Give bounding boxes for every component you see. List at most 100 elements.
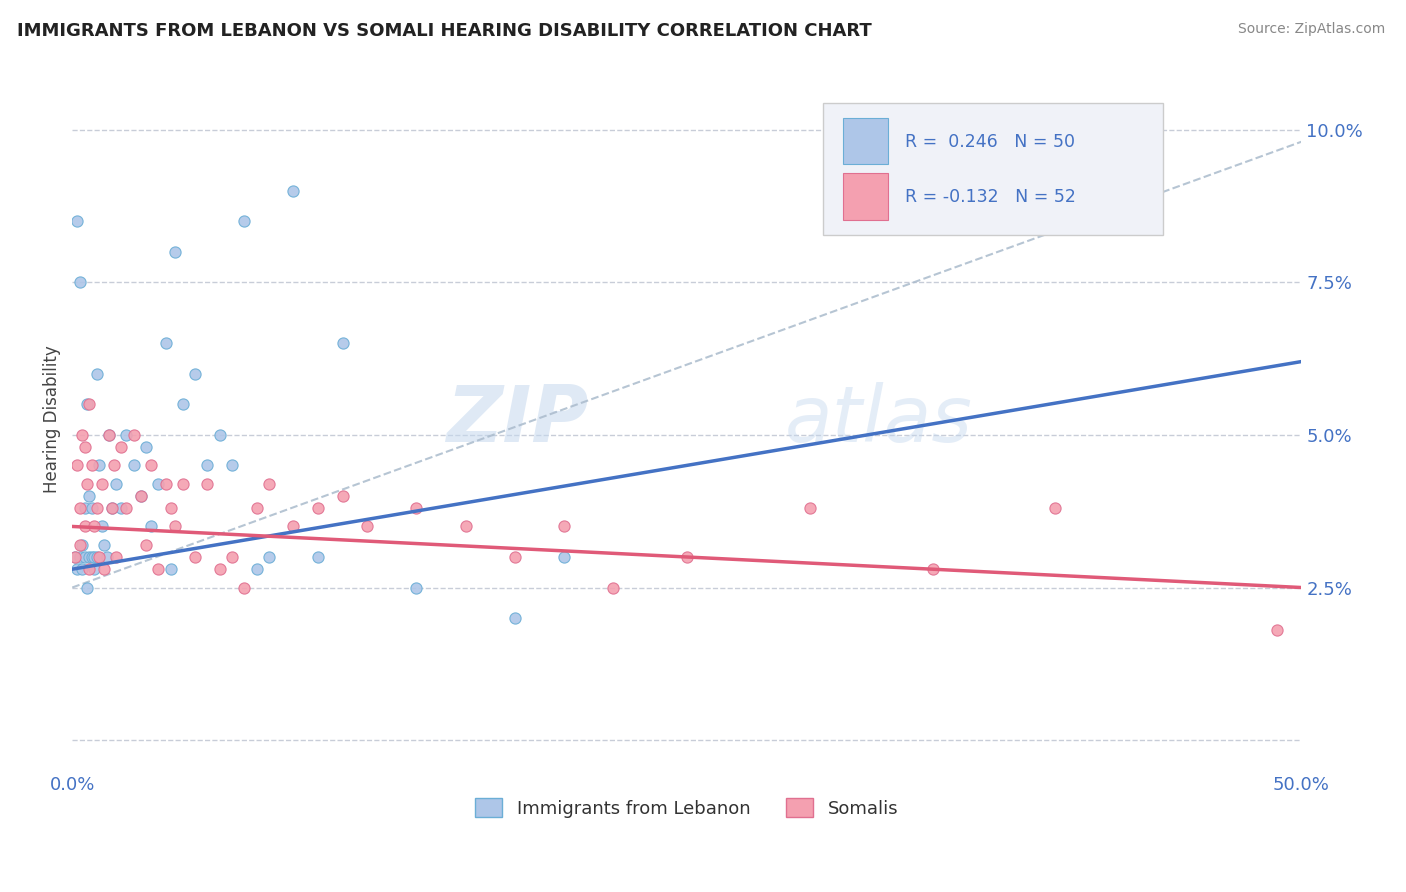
Point xyxy=(184,367,207,381)
Point xyxy=(921,562,943,576)
Point xyxy=(69,538,91,552)
Point xyxy=(76,581,98,595)
Point xyxy=(69,501,91,516)
Point xyxy=(135,440,157,454)
Legend: Immigrants from Lebanon, Somalis: Immigrants from Lebanon, Somalis xyxy=(468,791,905,825)
Point xyxy=(553,519,575,533)
Point xyxy=(129,489,152,503)
Point xyxy=(69,549,91,564)
Point xyxy=(675,549,697,564)
Text: IMMIGRANTS FROM LEBANON VS SOMALI HEARING DISABILITY CORRELATION CHART: IMMIGRANTS FROM LEBANON VS SOMALI HEARIN… xyxy=(17,22,872,40)
Point xyxy=(70,562,93,576)
Point xyxy=(307,501,329,516)
Point xyxy=(66,562,89,576)
Point xyxy=(86,501,108,516)
Point xyxy=(110,501,132,516)
Point xyxy=(1045,501,1067,516)
Point xyxy=(208,428,231,442)
Point xyxy=(221,549,243,564)
Point xyxy=(257,476,280,491)
Point xyxy=(245,562,267,576)
Point xyxy=(70,538,93,552)
Point xyxy=(79,562,101,576)
Text: R = -0.132   N = 52: R = -0.132 N = 52 xyxy=(904,188,1076,206)
Point xyxy=(129,489,152,503)
Point xyxy=(148,562,170,576)
Point xyxy=(83,519,105,533)
Point xyxy=(221,458,243,473)
Text: Source: ZipAtlas.com: Source: ZipAtlas.com xyxy=(1237,22,1385,37)
Point xyxy=(103,458,125,473)
Point xyxy=(356,519,378,533)
Point xyxy=(100,501,122,516)
Point xyxy=(86,367,108,381)
Point xyxy=(405,501,427,516)
Point xyxy=(165,244,187,259)
Point xyxy=(66,214,89,228)
Point xyxy=(115,501,138,516)
Y-axis label: Hearing Disability: Hearing Disability xyxy=(44,346,60,493)
Point xyxy=(233,214,256,228)
Point xyxy=(100,501,122,516)
Text: R =  0.246   N = 50: R = 0.246 N = 50 xyxy=(904,133,1074,151)
Point xyxy=(159,501,181,516)
Point xyxy=(83,562,105,576)
Point xyxy=(79,549,101,564)
Point xyxy=(602,581,624,595)
Point xyxy=(105,549,128,564)
Point xyxy=(79,489,101,503)
Point xyxy=(257,549,280,564)
Point xyxy=(80,549,103,564)
Text: atlas: atlas xyxy=(785,382,973,458)
Point xyxy=(332,489,354,503)
Point xyxy=(503,549,526,564)
Point xyxy=(73,549,96,564)
Point xyxy=(155,476,177,491)
Point xyxy=(73,501,96,516)
Point xyxy=(89,458,111,473)
Point xyxy=(155,336,177,351)
Point xyxy=(105,476,128,491)
Point xyxy=(332,336,354,351)
Point xyxy=(233,581,256,595)
Text: ZIP: ZIP xyxy=(446,382,589,458)
Point xyxy=(98,428,121,442)
Point xyxy=(503,611,526,625)
Point xyxy=(93,562,115,576)
Point xyxy=(80,501,103,516)
Point xyxy=(165,519,187,533)
Point xyxy=(553,549,575,564)
Point xyxy=(197,476,219,491)
Point xyxy=(184,549,207,564)
Point xyxy=(90,476,112,491)
Point xyxy=(66,458,89,473)
Point xyxy=(148,476,170,491)
Point xyxy=(83,549,105,564)
Point xyxy=(405,581,427,595)
Point xyxy=(63,549,86,564)
Point xyxy=(70,428,93,442)
Point xyxy=(283,184,305,198)
Point xyxy=(245,501,267,516)
Point xyxy=(122,458,145,473)
Point xyxy=(799,501,821,516)
Point xyxy=(159,562,181,576)
Point xyxy=(135,538,157,552)
Point xyxy=(307,549,329,564)
Point xyxy=(86,549,108,564)
Point xyxy=(172,476,194,491)
Point xyxy=(93,538,115,552)
Point xyxy=(110,440,132,454)
Point xyxy=(76,397,98,411)
Point xyxy=(208,562,231,576)
Point xyxy=(115,428,138,442)
Point xyxy=(172,397,194,411)
Point xyxy=(79,397,101,411)
Point xyxy=(122,428,145,442)
Point xyxy=(283,519,305,533)
Point xyxy=(80,458,103,473)
Point xyxy=(98,428,121,442)
Point xyxy=(69,275,91,289)
Point xyxy=(1265,624,1288,638)
Point xyxy=(76,476,98,491)
